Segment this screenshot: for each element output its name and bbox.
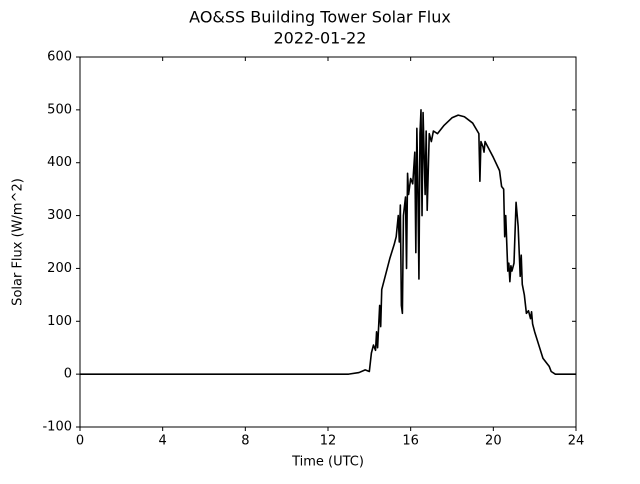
- x-tick-label: 0: [76, 434, 84, 449]
- y-tick-label: 400: [47, 155, 72, 170]
- chart-subtitle: 2022-01-22: [274, 29, 367, 48]
- x-tick-label: 4: [159, 434, 167, 449]
- y-tick-label: -100: [42, 420, 72, 435]
- y-tick-label: 300: [47, 208, 72, 223]
- x-tick-label: 20: [485, 434, 502, 449]
- y-tick-label: 200: [47, 261, 72, 276]
- y-tick-label: 0: [64, 367, 72, 382]
- y-tick-label: 600: [47, 50, 72, 65]
- x-tick-label: 8: [241, 434, 249, 449]
- x-tick-label: 12: [320, 434, 337, 449]
- data-line: [80, 109, 576, 375]
- x-tick-label: 24: [568, 434, 585, 449]
- chart-title: AO&SS Building Tower Solar Flux: [189, 8, 451, 27]
- y-tick-label: 500: [47, 102, 72, 117]
- x-tick-label: 16: [402, 434, 419, 449]
- plot-frame: [79, 56, 577, 428]
- y-axis-label: Solar Flux (W/m^2): [11, 178, 26, 306]
- x-axis-label: Time (UTC): [291, 455, 364, 470]
- y-tick-label: 100: [47, 314, 72, 329]
